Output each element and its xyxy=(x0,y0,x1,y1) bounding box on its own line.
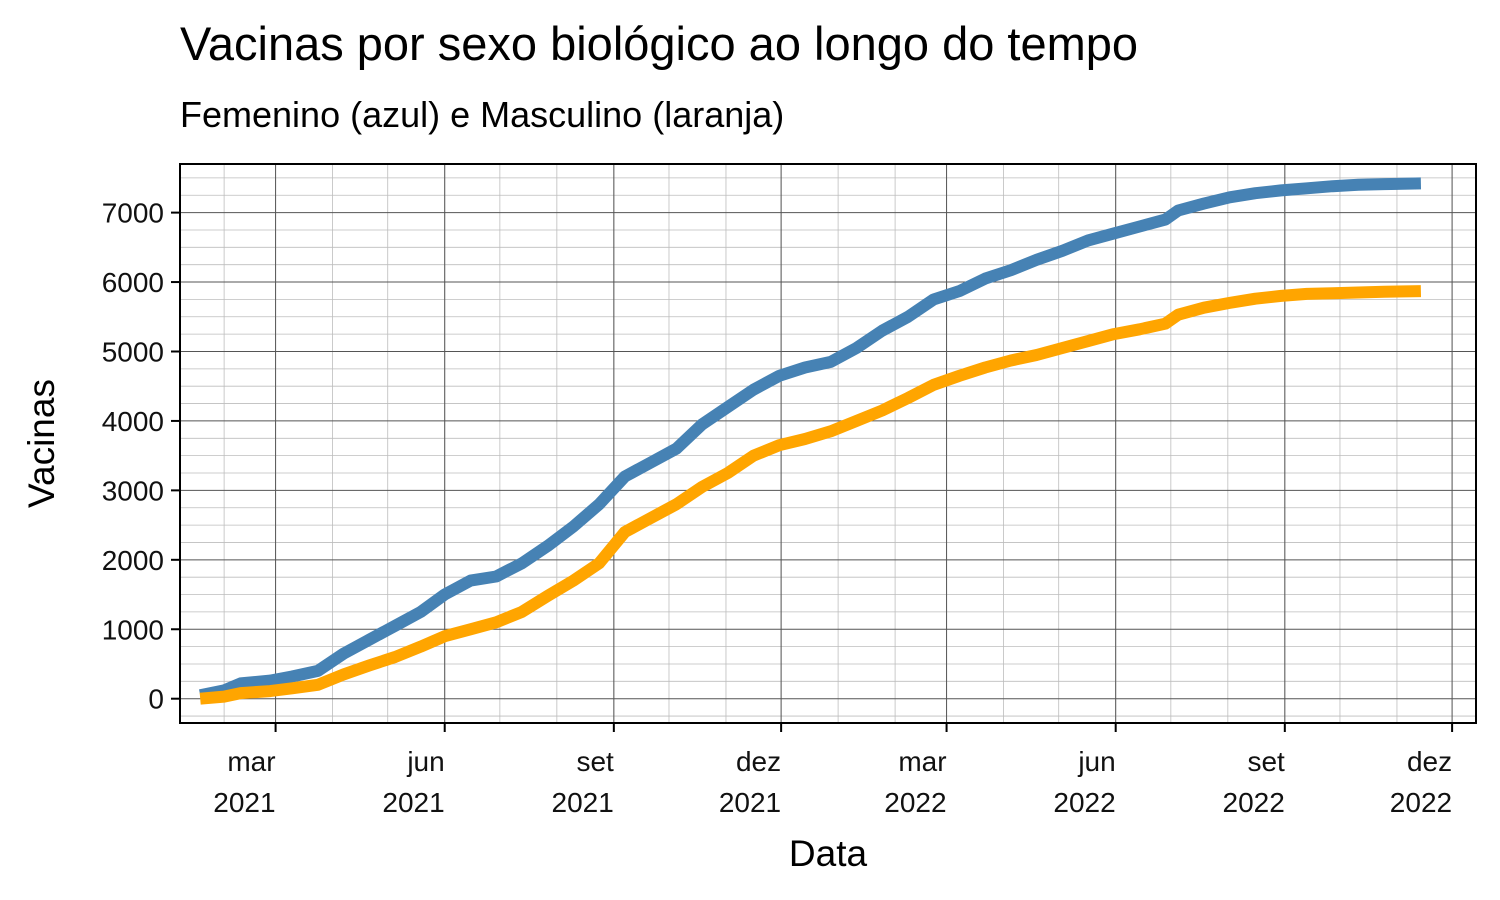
x-tick-label: 2022 xyxy=(1390,787,1452,818)
x-tick-label: set xyxy=(1247,746,1285,777)
y-tick-label: 6000 xyxy=(102,267,164,298)
series-layer xyxy=(199,177,1422,705)
y-tick-label: 4000 xyxy=(102,406,164,437)
chart-title: Vacinas por sexo biológico ao longo do t… xyxy=(180,17,1139,70)
y-tick-label: 5000 xyxy=(102,336,164,367)
y-axis: 0 1000 2000 3000 4000 5000 6000 7000 xyxy=(102,198,180,715)
x-tick-label: jun xyxy=(406,746,444,777)
grid-major xyxy=(180,164,1476,723)
x-tick-label: 2022 xyxy=(1053,787,1115,818)
x-tick-label: 2022 xyxy=(884,787,946,818)
x-tick-label: set xyxy=(576,746,614,777)
y-tick-label: 1000 xyxy=(102,614,164,645)
x-axis: mar 2021 jun 2021 set 2021 dez 2021 mar 2022 jun 20… xyxy=(213,723,1454,818)
series-line-1 xyxy=(199,177,1422,702)
x-tick-label: jun xyxy=(1077,746,1115,777)
x-axis-title: Data xyxy=(789,833,868,874)
series-line-2 xyxy=(199,285,1422,705)
x-tick-label: 2021 xyxy=(382,787,444,818)
x-tick-label: 2022 xyxy=(1223,787,1285,818)
y-tick-label: 3000 xyxy=(102,475,164,506)
y-tick-label: 7000 xyxy=(102,198,164,229)
x-tick-label: mar xyxy=(227,746,275,777)
x-tick-label: 2021 xyxy=(552,787,614,818)
x-tick-label: 2021 xyxy=(719,787,781,818)
y-tick-label: 2000 xyxy=(102,545,164,576)
y-tick-label: 0 xyxy=(148,684,164,715)
x-tick-label: dez xyxy=(1407,746,1452,777)
x-tick-label: dez xyxy=(736,746,781,777)
x-tick-label: 2021 xyxy=(213,787,275,818)
panel-border xyxy=(179,163,1477,724)
y-axis-title: Vacinas xyxy=(21,379,62,508)
chart-subtitle: Femenino (azul) e Masculino (laranja) xyxy=(180,94,785,135)
x-tick-label: mar xyxy=(898,746,946,777)
